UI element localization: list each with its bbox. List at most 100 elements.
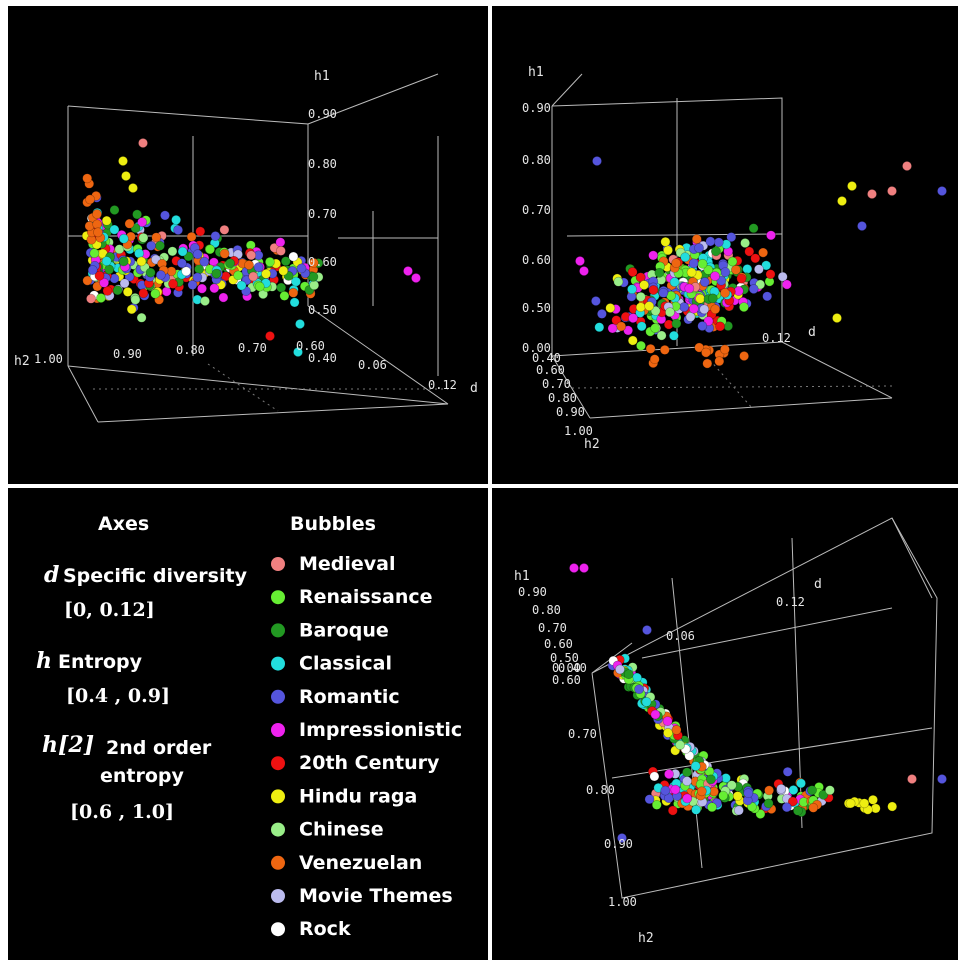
- bubble: [636, 321, 647, 332]
- bubble: [308, 257, 319, 268]
- bubble: [218, 292, 229, 303]
- bubble: [168, 278, 178, 289]
- h2-tick: 0.60: [296, 339, 325, 353]
- bubble: [253, 262, 264, 273]
- bubble: [99, 277, 109, 288]
- h2-tick: 0.70: [238, 341, 267, 355]
- bubble: [650, 709, 661, 720]
- bubble: [122, 286, 133, 297]
- legend-bubble: [271, 557, 285, 571]
- bubble: [575, 256, 585, 266]
- bubble: [710, 246, 721, 257]
- h2-label: 2nd order: [106, 737, 212, 759]
- h1-tick: 0.60: [308, 255, 337, 269]
- bubble: [200, 296, 210, 306]
- bubble: [656, 330, 667, 341]
- bubble: [667, 805, 678, 816]
- bubble: [845, 798, 856, 809]
- bubble: [761, 260, 772, 271]
- bubble: [265, 331, 275, 341]
- bubble: [847, 181, 857, 191]
- bubble: [85, 194, 95, 205]
- bubble: [755, 809, 766, 819]
- bubble: [682, 767, 692, 778]
- bubble: [663, 245, 673, 256]
- h1-tick: 0.00: [522, 341, 551, 355]
- bubble: [616, 321, 627, 332]
- bubble: [151, 232, 162, 243]
- bubble: [195, 226, 206, 237]
- d-tick: 0.12: [776, 595, 805, 609]
- bubble: [665, 307, 675, 318]
- bubble: [635, 302, 646, 313]
- bubble: [697, 321, 708, 331]
- bubble: [716, 275, 727, 286]
- bubble: [777, 271, 788, 282]
- h2-tick: 0.70: [542, 377, 571, 391]
- bubble: [675, 740, 685, 750]
- bubble: [607, 323, 618, 334]
- bubble: [887, 801, 898, 812]
- d-range: [0, 0.12]: [64, 599, 155, 621]
- bubble: [173, 225, 183, 235]
- bubble: [308, 271, 319, 282]
- bubble: [648, 250, 659, 261]
- bubble: [209, 283, 220, 294]
- bubble: [210, 231, 221, 241]
- bubble: [753, 264, 764, 275]
- bubble: [176, 258, 187, 269]
- legend-label: Rock: [299, 918, 351, 940]
- scatter-view-front: 0.90 0.80 0.70 0.60 0.50 0.40 1.00 0.90 …: [8, 6, 488, 484]
- bubble: [244, 260, 254, 270]
- h1-tick: 0.80: [522, 153, 551, 167]
- bubble: [236, 280, 247, 291]
- h1-tick: 0.50: [308, 303, 337, 317]
- bubble: [130, 294, 141, 305]
- h1-tick: 0.90: [308, 107, 337, 121]
- bubble: [726, 232, 737, 242]
- bubble: [648, 285, 659, 295]
- bubble: [611, 315, 622, 326]
- bubble: [710, 304, 721, 315]
- bubble: [150, 288, 161, 299]
- legend-label: 20th Century: [299, 752, 440, 774]
- bubble: [788, 785, 799, 795]
- legend-label: Medieval: [299, 553, 396, 575]
- bubble: [705, 774, 716, 785]
- bubble: [279, 290, 290, 301]
- bubble: [824, 785, 835, 796]
- h1-tick: 0.80: [532, 603, 561, 617]
- bubble: [233, 270, 244, 281]
- bubble: [690, 761, 701, 771]
- bubble: [867, 189, 877, 199]
- h1-tick: 0.40: [308, 351, 337, 365]
- h1-tick: 0.90: [518, 585, 547, 599]
- legend-bubble: [271, 756, 285, 771]
- h2-axis-label: h2: [638, 931, 654, 946]
- bubble: [727, 256, 738, 267]
- bubble: [658, 287, 669, 298]
- bubble: [755, 279, 766, 290]
- bubble: [636, 340, 646, 351]
- h2-tick: 0.80: [548, 391, 577, 405]
- h2-tick: 0.80: [176, 343, 205, 357]
- h1-axis-label: h1: [514, 569, 530, 584]
- bubble: [691, 804, 701, 815]
- bubble: [668, 330, 679, 341]
- bubble: [669, 277, 680, 287]
- bubble: [702, 358, 713, 369]
- bubble: [719, 344, 730, 355]
- bubble: [937, 186, 947, 196]
- h1-axis-label: h1: [314, 69, 330, 84]
- legend-label: Venezuelan: [299, 852, 422, 874]
- bubble: [750, 253, 761, 264]
- bubble: [663, 727, 673, 738]
- bubble: [859, 798, 870, 809]
- h2-range: [0.6 , 1.0]: [70, 801, 174, 823]
- bubble: [703, 264, 714, 275]
- bubble: [136, 312, 147, 323]
- bubble: [197, 283, 207, 294]
- d-axis-label: d: [814, 577, 822, 592]
- scatter-3d-plot-3: 0.90 0.80 0.70 0.60 0.50 0.40 0.00 0.60 …: [514, 517, 947, 946]
- legend-bubble: [271, 822, 285, 837]
